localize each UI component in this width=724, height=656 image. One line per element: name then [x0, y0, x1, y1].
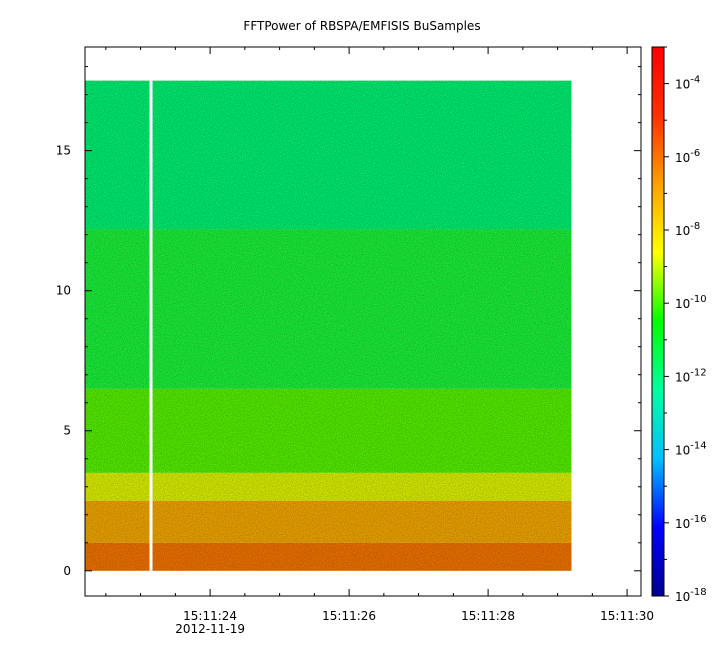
- colorbar-axis: 10-18 10-16 10-14 10-12 10-10 10-8 10-6 10-4: [664, 46, 707, 604]
- x-tick-label: 15:11:26: [322, 609, 376, 623]
- colorbar-tick-label: 10-6: [675, 148, 700, 165]
- colorbar-tick-label: 10-8: [675, 221, 700, 238]
- data-gap: [149, 80, 153, 571]
- x-tick-label: 15:11:28: [461, 609, 515, 623]
- y-axis: 0 5 10 15: [56, 66, 641, 578]
- plot-frame: [84, 46, 642, 597]
- x-axis-date-label: 2012-11-19: [175, 622, 245, 636]
- x-tick-label: 15:11:30: [600, 609, 654, 623]
- colorbar-tick-label: 10-14: [675, 441, 707, 458]
- x-tick-label: 15:11:24: [183, 609, 237, 623]
- chart-title: FFTPower of RBSPA/EMFISIS BuSamples: [243, 19, 480, 33]
- colorbar-tick-label: 10-4: [675, 75, 700, 92]
- y-tick-label: 10: [56, 284, 71, 298]
- y-tick-label: 5: [63, 424, 71, 438]
- colorbar: [652, 47, 664, 596]
- y-tick-label: 0: [63, 564, 71, 578]
- colorbar-frame: [651, 46, 665, 597]
- colorbar-tick-label: 10-16: [675, 514, 707, 531]
- colorbar-tick-label: 10-18: [675, 587, 707, 604]
- spectrogram-grain: [85, 80, 572, 571]
- colorbar-tick-label: 10-10: [675, 294, 707, 311]
- x-axis: 15:11:24 15:11:26 15:11:28 15:11:30: [105, 47, 654, 623]
- colorbar-tick-label: 10-12: [675, 367, 707, 384]
- y-tick-label: 15: [56, 144, 71, 158]
